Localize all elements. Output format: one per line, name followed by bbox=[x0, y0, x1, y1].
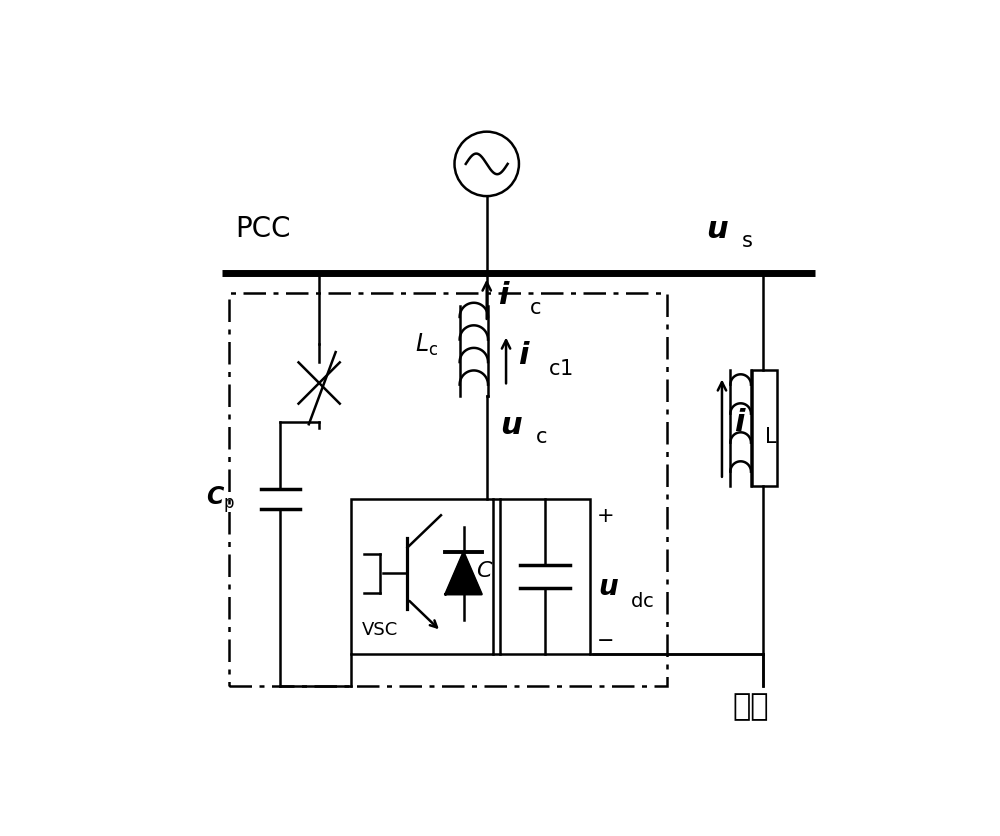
Text: $L_\mathrm{c}$: $L_\mathrm{c}$ bbox=[415, 332, 438, 358]
Text: $\boldsymbol{u}$: $\boldsymbol{u}$ bbox=[598, 573, 618, 600]
Text: $\boldsymbol{C}_\mathrm{p}$: $\boldsymbol{C}_\mathrm{p}$ bbox=[206, 484, 235, 515]
Polygon shape bbox=[445, 553, 482, 594]
Text: $\boldsymbol{i}$: $\boldsymbol{i}$ bbox=[734, 408, 746, 436]
Text: $-$: $-$ bbox=[596, 628, 614, 648]
Text: $\mathrm{c1}$: $\mathrm{c1}$ bbox=[548, 359, 573, 379]
Text: $\boldsymbol{i}$: $\boldsymbol{i}$ bbox=[518, 340, 530, 369]
Bar bbox=[500, 499, 590, 654]
Text: $\mathrm{c}$: $\mathrm{c}$ bbox=[529, 298, 541, 318]
Text: 负荷: 负荷 bbox=[733, 691, 769, 720]
Text: $\mathrm{dc}$: $\mathrm{dc}$ bbox=[630, 592, 654, 610]
Text: PCC: PCC bbox=[235, 215, 291, 243]
Text: $\mathrm{c}$: $\mathrm{c}$ bbox=[535, 426, 547, 446]
Text: $\boldsymbol{u}$: $\boldsymbol{u}$ bbox=[500, 411, 522, 440]
Bar bbox=[351, 499, 493, 654]
Text: $C$: $C$ bbox=[476, 560, 493, 580]
Text: $\boldsymbol{i}$: $\boldsymbol{i}$ bbox=[498, 280, 511, 309]
Text: $\mathrm{s}$: $\mathrm{s}$ bbox=[741, 231, 753, 251]
Text: +: + bbox=[596, 506, 614, 526]
Text: VSC: VSC bbox=[362, 619, 399, 638]
Text: $\boldsymbol{u}$: $\boldsymbol{u}$ bbox=[706, 215, 729, 243]
Text: $\mathrm{L}$: $\mathrm{L}$ bbox=[764, 426, 777, 446]
Bar bbox=[229, 293, 667, 686]
Bar bbox=[752, 370, 777, 487]
